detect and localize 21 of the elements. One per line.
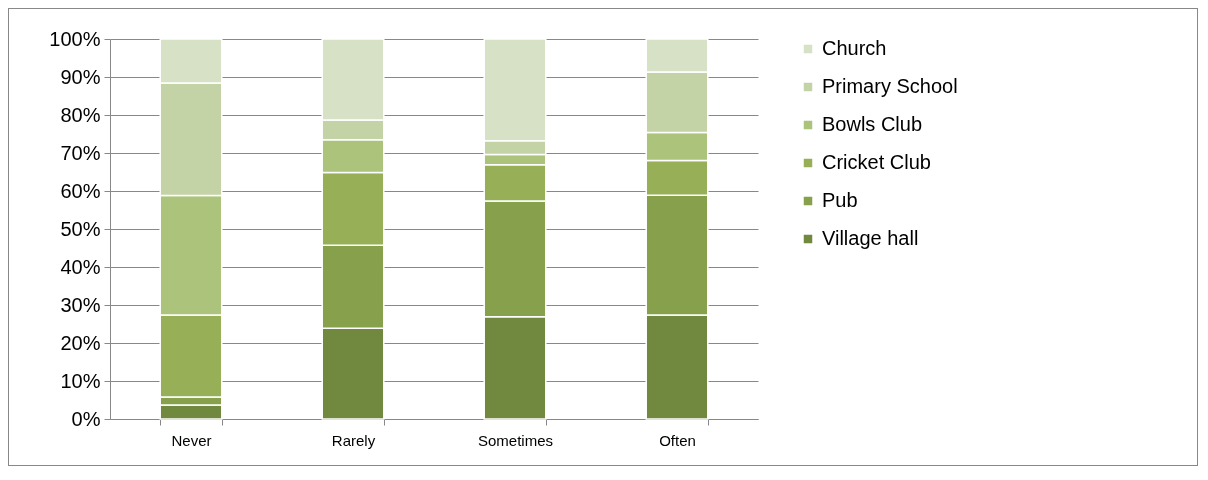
y-tick-label: 90% xyxy=(60,65,101,88)
legend-label: Primary School xyxy=(822,75,958,97)
y-tick-label: 0% xyxy=(71,407,101,430)
x-tick-label: Rarely xyxy=(331,431,376,449)
legend-label: Bowls Club xyxy=(822,113,923,135)
y-tick-label: 100% xyxy=(49,27,101,50)
legend-label: Cricket Club xyxy=(822,151,931,173)
y-tick-label: 70% xyxy=(60,141,101,164)
x-tick-label: Never xyxy=(171,431,212,449)
x-tick-label: Sometimes xyxy=(477,431,554,449)
x-tick-label: Often xyxy=(659,431,696,449)
y-tick-label: 30% xyxy=(60,293,101,316)
y-tick-label: 10% xyxy=(60,369,101,392)
legend-label: Pub xyxy=(822,189,858,211)
legend-label: Church xyxy=(822,37,887,59)
y-tick-label: 60% xyxy=(60,179,101,202)
y-tick-label: 20% xyxy=(60,331,101,354)
y-tick-label: 80% xyxy=(60,103,101,126)
y-tick-label: 40% xyxy=(60,255,101,278)
legend-label: Village hall xyxy=(822,227,919,249)
y-tick-label: 50% xyxy=(60,217,101,240)
